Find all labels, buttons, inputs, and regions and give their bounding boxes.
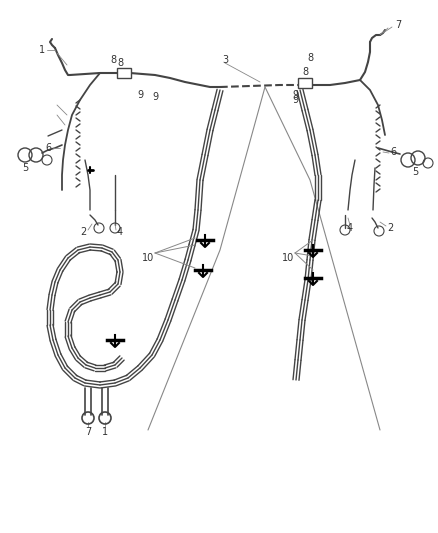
Text: 9: 9 <box>137 90 143 100</box>
Text: 1: 1 <box>102 427 108 437</box>
Text: 8: 8 <box>302 67 308 77</box>
Text: 9: 9 <box>292 90 298 100</box>
Text: 5: 5 <box>22 163 28 173</box>
Bar <box>117 68 131 78</box>
Text: 6: 6 <box>390 147 396 157</box>
Text: 8: 8 <box>307 53 313 63</box>
Text: 7: 7 <box>85 427 91 437</box>
Text: 3: 3 <box>222 55 228 65</box>
Text: 5: 5 <box>412 167 418 177</box>
Text: 2: 2 <box>387 223 393 233</box>
Text: 8: 8 <box>117 58 123 68</box>
Text: 8: 8 <box>110 55 116 65</box>
Text: 9: 9 <box>292 95 298 105</box>
Text: 4: 4 <box>117 227 123 237</box>
Text: 4: 4 <box>347 223 353 233</box>
Text: 9: 9 <box>152 92 158 102</box>
Text: 10: 10 <box>142 253 154 263</box>
Text: 6: 6 <box>45 143 51 153</box>
Text: 2: 2 <box>80 227 86 237</box>
Text: 10: 10 <box>282 253 294 263</box>
Bar <box>298 78 312 88</box>
Text: 1: 1 <box>39 45 45 55</box>
Text: 7: 7 <box>395 20 401 30</box>
